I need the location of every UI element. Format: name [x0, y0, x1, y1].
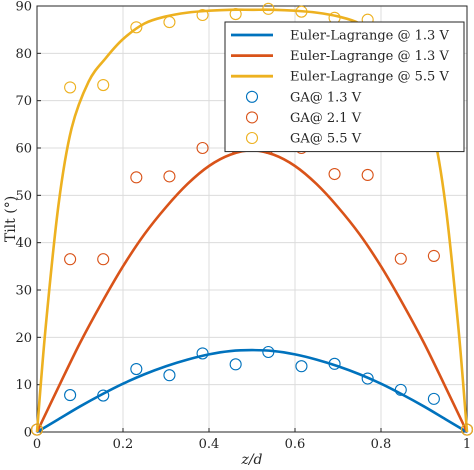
x-axis-label: z/d — [240, 452, 262, 468]
data-point — [262, 345, 275, 359]
data-point — [229, 358, 242, 371]
legend-entry-label: Euler-Lagrange @ 5.5 V — [290, 70, 449, 85]
y-tick-label: 60 — [15, 142, 32, 157]
y-tick-label: 30 — [15, 284, 32, 299]
y-tick-label: 50 — [15, 189, 32, 204]
data-point — [130, 362, 143, 376]
data-point — [163, 170, 176, 183]
legend-entry-label: GA@ 5.5 V — [290, 132, 362, 147]
legend-marker-swatch — [245, 111, 259, 124]
data-point — [361, 372, 374, 385]
legend-entry-label: Euler-Lagrange @ 1.3 V — [290, 49, 449, 64]
y-tick-label: 70 — [15, 94, 32, 109]
y-tick-label: 10 — [15, 378, 32, 393]
x-tick-label: 0.6 — [285, 437, 306, 452]
legend-marker-swatch — [245, 131, 259, 145]
plot-frame — [36, 5, 468, 433]
legend: Euler-Lagrange @ 1.3 V Euler-Lagrange @ 1… — [224, 21, 465, 153]
data-point — [295, 5, 308, 18]
data-point — [427, 392, 440, 405]
x-tick-label: 1 — [463, 437, 471, 452]
legend-entry-label: GA@ 2.1 V — [290, 111, 362, 126]
x-tick-label: 0.4 — [199, 437, 220, 452]
data-point — [163, 369, 176, 382]
y-tick-label: 40 — [15, 236, 32, 251]
data-point — [64, 253, 77, 266]
data-point — [196, 347, 209, 360]
data-point — [196, 8, 209, 22]
x-tick-label: 0 — [33, 437, 41, 452]
y-tick-label: 20 — [15, 331, 32, 346]
data-point — [328, 357, 341, 370]
data-point — [196, 141, 209, 155]
data-point — [460, 423, 474, 436]
data-point — [97, 389, 110, 402]
data-point — [328, 167, 341, 181]
data-point — [130, 21, 143, 34]
data-point — [394, 383, 407, 396]
legend-entry-label: Euler-Lagrange @ 1.3 V — [290, 29, 449, 44]
data-point — [97, 253, 110, 266]
legend-entry-label: GA@ 1.3 V — [290, 90, 362, 105]
data-point — [427, 249, 440, 262]
data-point — [30, 423, 44, 436]
legend-box — [224, 21, 465, 153]
data-point — [97, 78, 110, 92]
data-point — [64, 81, 77, 94]
x-tick-label: 0.2 — [113, 437, 134, 452]
data-point — [394, 252, 407, 265]
series-line-0 — [36, 348, 468, 434]
y-tick-label: 90 — [15, 0, 32, 15]
data-point — [64, 389, 77, 402]
data-point — [229, 7, 242, 21]
legend-marker-swatch — [245, 90, 259, 103]
data-point — [163, 16, 176, 29]
data-point — [130, 171, 143, 184]
y-tick-label: 80 — [15, 47, 32, 62]
x-tick-label: 0.8 — [371, 437, 392, 452]
y-axis-label: Tilt (°) — [3, 196, 19, 242]
data-point — [295, 360, 308, 373]
y-tick-label: 0 — [24, 426, 32, 441]
data-point — [262, 2, 275, 15]
data-point — [361, 168, 374, 182]
